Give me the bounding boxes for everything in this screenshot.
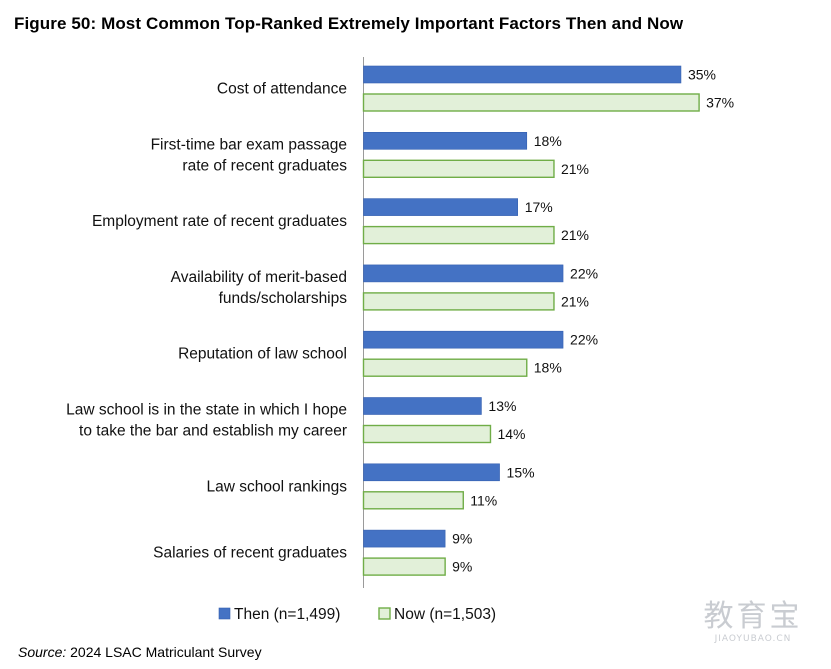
category-label-2-line-0: Employment rate of recent graduates — [92, 213, 347, 230]
bars-group — [362, 65, 700, 576]
value-labels-group: 35% 37% 18% 21% 17% 21% 22% 21% 22% 18% 13% 14% 15% 1… — [452, 67, 734, 575]
value-label-then-0: 35% — [688, 67, 716, 83]
category-label-1-line-1: rate of recent graduates — [182, 157, 347, 174]
source-note: Source: 2024 LSAC Matriculant Survey — [18, 644, 262, 660]
value-label-now-0: 37% — [706, 95, 734, 111]
bar-now-7 — [362, 557, 446, 576]
category-label-6-line-0: Law school rankings — [207, 478, 348, 495]
category-label-5-line-0: Law school is in the state in which I ho… — [66, 402, 347, 419]
value-label-then-6: 15% — [507, 464, 535, 480]
legend-swatch-then — [218, 607, 231, 620]
bar-now-0 — [362, 93, 700, 112]
value-label-then-7: 9% — [452, 531, 472, 547]
category-label-7-line-0: Salaries of recent graduates — [153, 545, 347, 562]
watermark: 教育宝 JIAOYUBAO.CN — [688, 599, 818, 645]
legend: Then (n=1,499) Now (n=1,503) — [218, 606, 496, 623]
bar-then-2 — [363, 198, 518, 216]
category-labels-group: Cost of attendance First-time bar exam pa… — [66, 81, 347, 562]
value-label-then-1: 18% — [534, 133, 562, 149]
value-label-now-6: 11% — [470, 492, 497, 508]
category-label-0-line-0: Cost of attendance — [217, 81, 347, 98]
legend-label-then: Then (n=1,499) — [234, 606, 340, 623]
value-label-then-2: 17% — [525, 199, 553, 215]
value-label-now-5: 14% — [497, 426, 525, 442]
bar-now-4 — [362, 358, 528, 377]
legend-swatch-now — [378, 607, 391, 620]
category-label-3-line-1: funds/scholarships — [219, 290, 348, 307]
value-label-then-5: 13% — [488, 398, 516, 414]
watermark-url-text: JIAOYUBAO.CN — [714, 634, 792, 644]
bar-then-5 — [363, 397, 482, 415]
legend-label-now: Now (n=1,503) — [394, 606, 496, 623]
category-label-3-line-0: Availability of merit-based — [171, 269, 347, 286]
bar-then-3 — [363, 264, 564, 283]
value-label-now-1: 21% — [561, 161, 589, 177]
bar-now-2 — [362, 225, 555, 245]
bar-now-3 — [362, 292, 555, 311]
value-label-now-2: 21% — [561, 227, 589, 243]
value-label-now-7: 9% — [452, 559, 472, 575]
chart-title: Figure 50: Most Common Top-Ranked Extrem… — [14, 14, 684, 33]
watermark-logo-text: 教育宝 — [703, 599, 803, 634]
source-text: 2024 LSAC Matriculant Survey — [70, 644, 262, 660]
category-label-4-line-0: Reputation of law school — [178, 346, 347, 363]
category-label-5-line-1: to take the bar and establish my career — [79, 423, 347, 440]
source-label: Source: — [18, 644, 67, 660]
bar-then-4 — [363, 330, 564, 349]
bar-then-6 — [363, 463, 500, 482]
value-label-then-4: 22% — [570, 332, 598, 348]
bar-then-0 — [363, 65, 682, 84]
category-label-1-line-0: First-time bar exam passage — [151, 136, 347, 153]
bar-now-5 — [362, 424, 492, 444]
bar-then-1 — [363, 132, 528, 150]
value-label-now-4: 18% — [534, 360, 562, 376]
value-label-now-3: 21% — [561, 293, 589, 309]
bar-then-7 — [363, 529, 446, 548]
value-label-then-3: 22% — [570, 265, 598, 281]
bar-now-6 — [362, 491, 464, 510]
bar-now-1 — [362, 159, 555, 179]
